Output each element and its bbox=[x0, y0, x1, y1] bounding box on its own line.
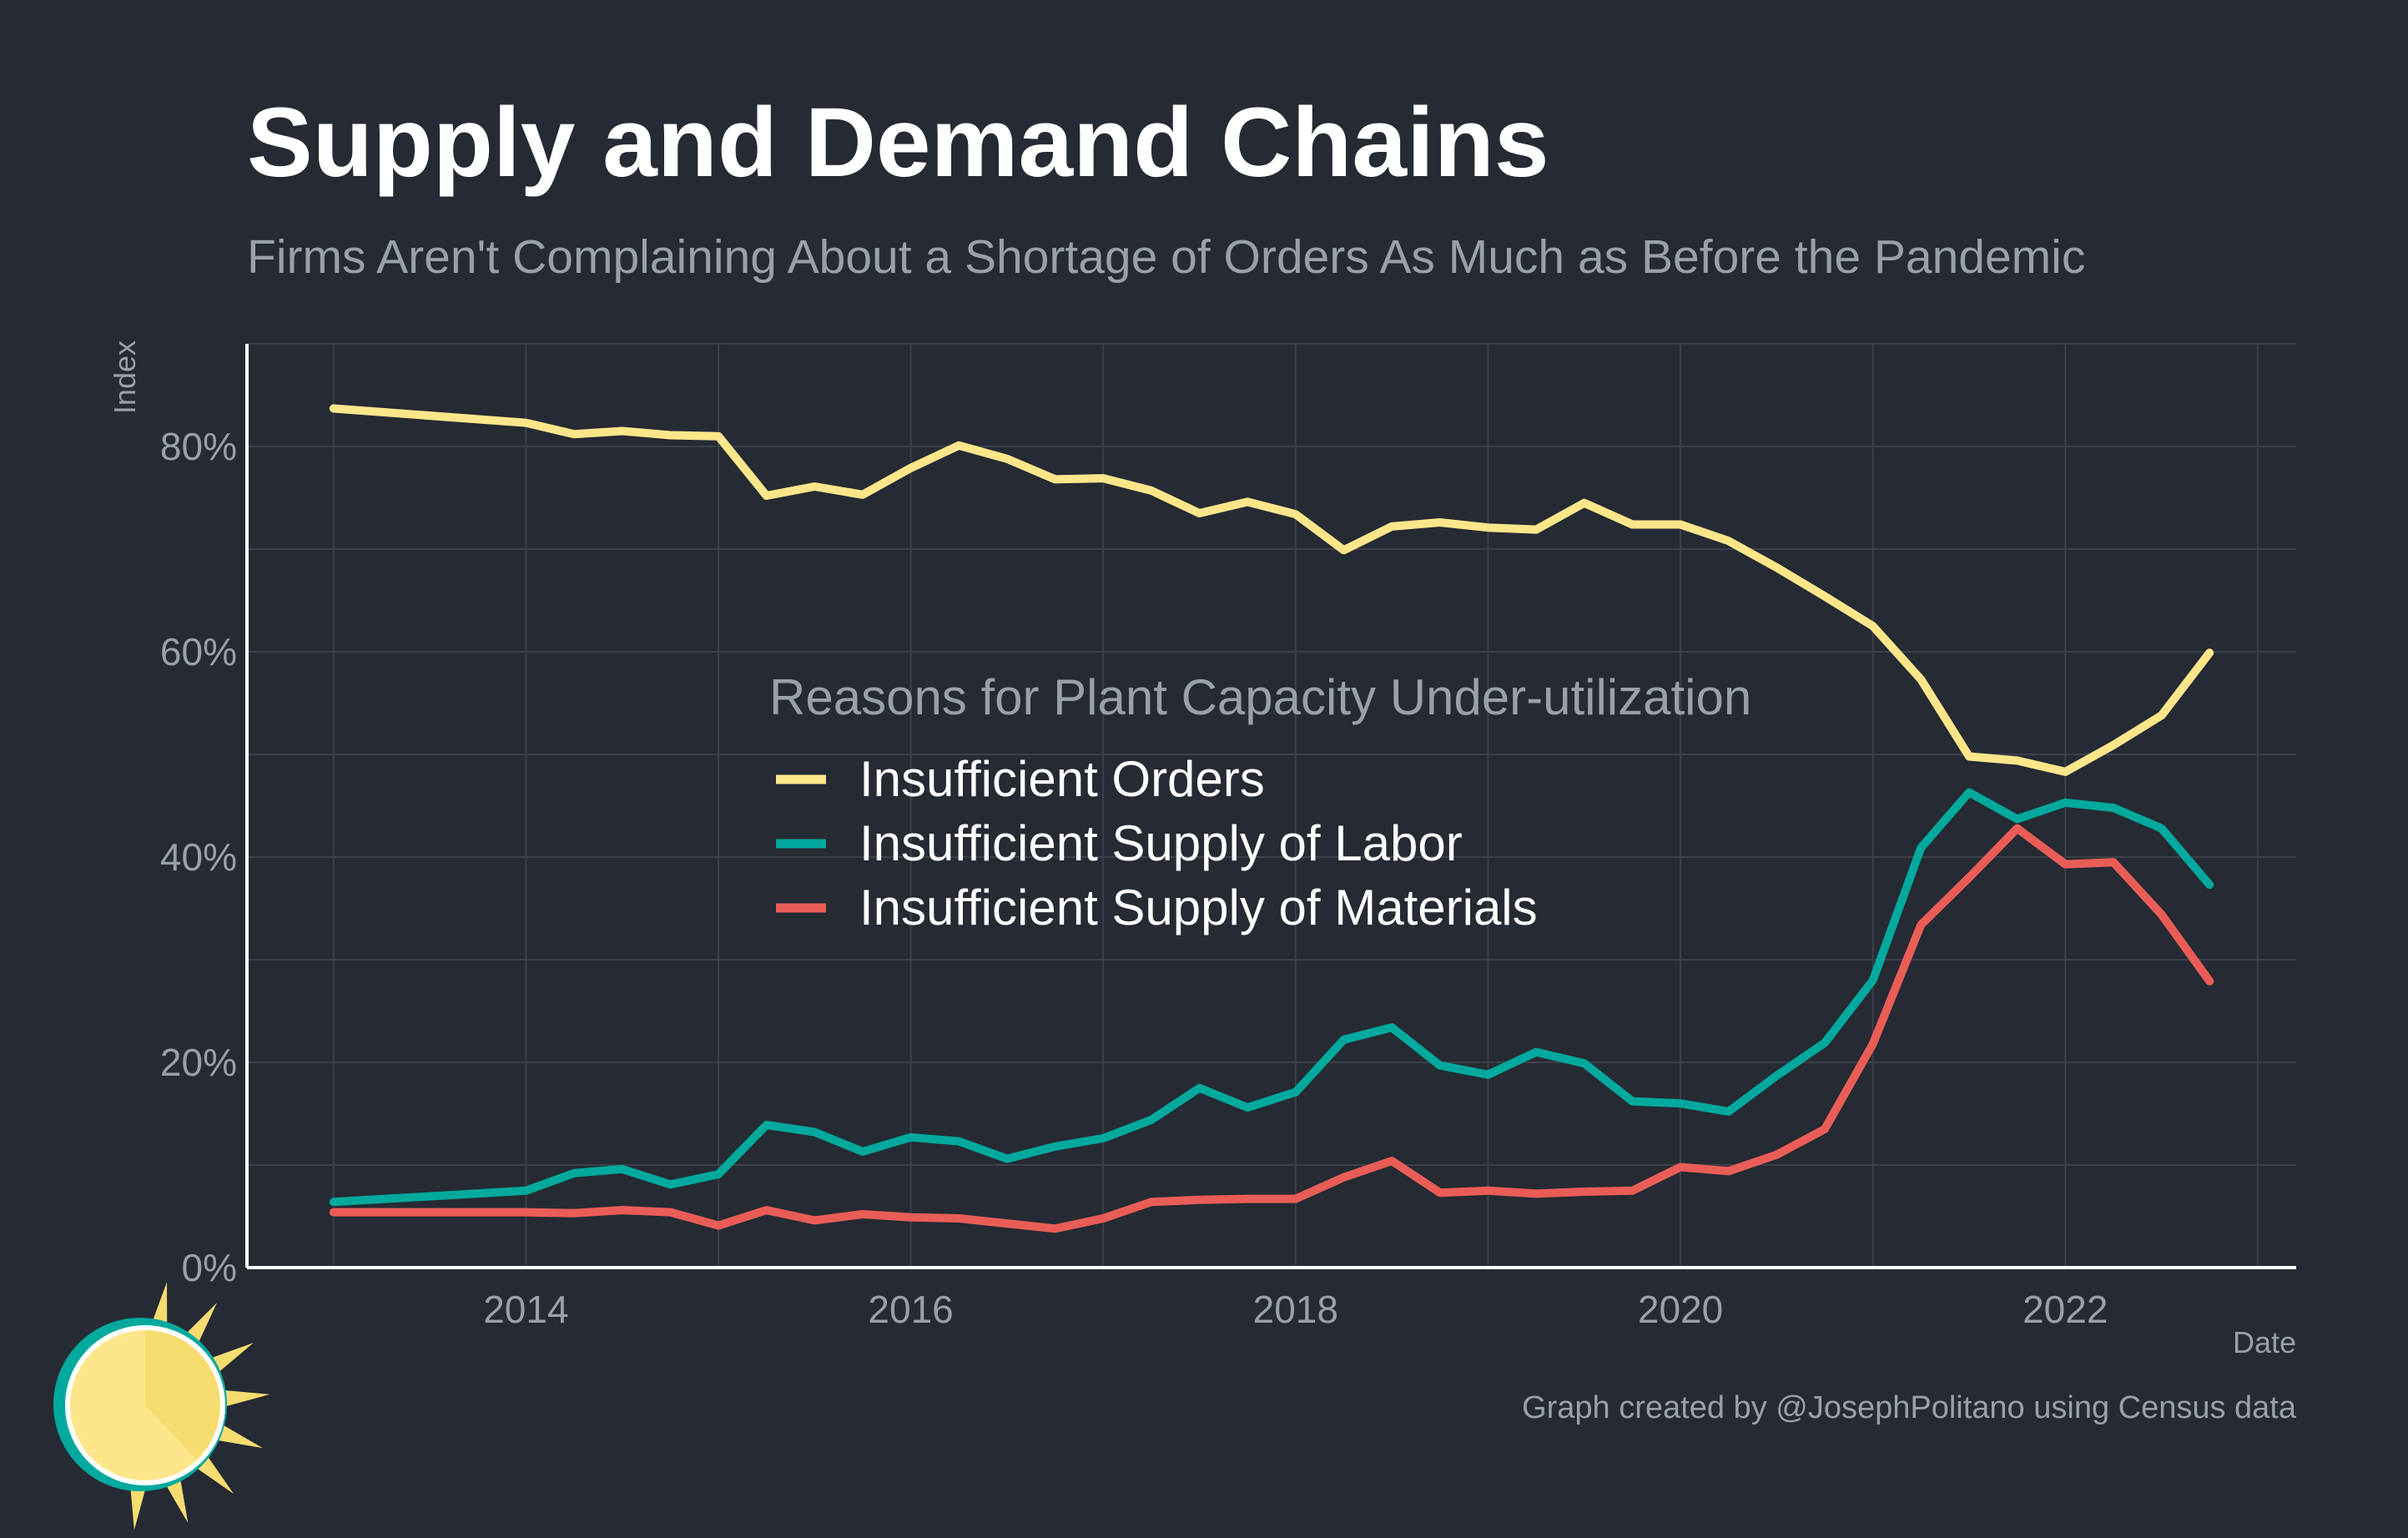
chart-title: Supply and Demand Chains bbox=[247, 88, 1549, 198]
series-line-insufficient-supply-of-labor bbox=[329, 788, 2214, 1207]
x-tick-label: 2020 bbox=[1638, 1288, 1723, 1331]
x-axis-title: Date bbox=[2233, 1325, 2296, 1359]
axes bbox=[245, 344, 2296, 1269]
series-line-insufficient-orders bbox=[329, 404, 2214, 776]
chart-subtitle: Firms Aren't Complaining About a Shortag… bbox=[247, 230, 2086, 284]
y-tick-label: 40% bbox=[160, 835, 237, 879]
y-tick-label: 80% bbox=[160, 425, 237, 468]
y-tick-label: 0% bbox=[182, 1246, 237, 1289]
x-tick-label: 2018 bbox=[1253, 1288, 1338, 1331]
y-tick-label: 60% bbox=[160, 630, 237, 673]
x-tick-label: 2014 bbox=[483, 1288, 568, 1331]
legend-title: Reasons for Plant Capacity Under-utiliza… bbox=[769, 669, 1751, 725]
y-tick-label: 20% bbox=[160, 1041, 237, 1084]
x-tick-label: 2022 bbox=[2023, 1288, 2108, 1331]
legend-label: Insufficient Supply of Materials bbox=[859, 880, 1538, 935]
series-line-insufficient-supply-of-materials bbox=[329, 824, 2214, 1233]
legend-label: Insufficient Orders bbox=[859, 751, 1265, 807]
y-axis-title: Index bbox=[108, 340, 142, 414]
sun-icon bbox=[53, 1282, 270, 1530]
legend: Reasons for Plant Capacity Under-utiliza… bbox=[769, 669, 1751, 935]
series-lines bbox=[329, 404, 2214, 1233]
legend-label: Insufficient Supply of Labor bbox=[859, 815, 1463, 871]
source-caption: Graph created by @JosephPolitano using C… bbox=[1522, 1390, 2296, 1425]
tick-labels: 0% 20% 40% 60% 80% 2014 2016 2018 2020 2022 Index D… bbox=[108, 340, 2296, 1359]
x-tick-label: 2016 bbox=[868, 1288, 953, 1331]
